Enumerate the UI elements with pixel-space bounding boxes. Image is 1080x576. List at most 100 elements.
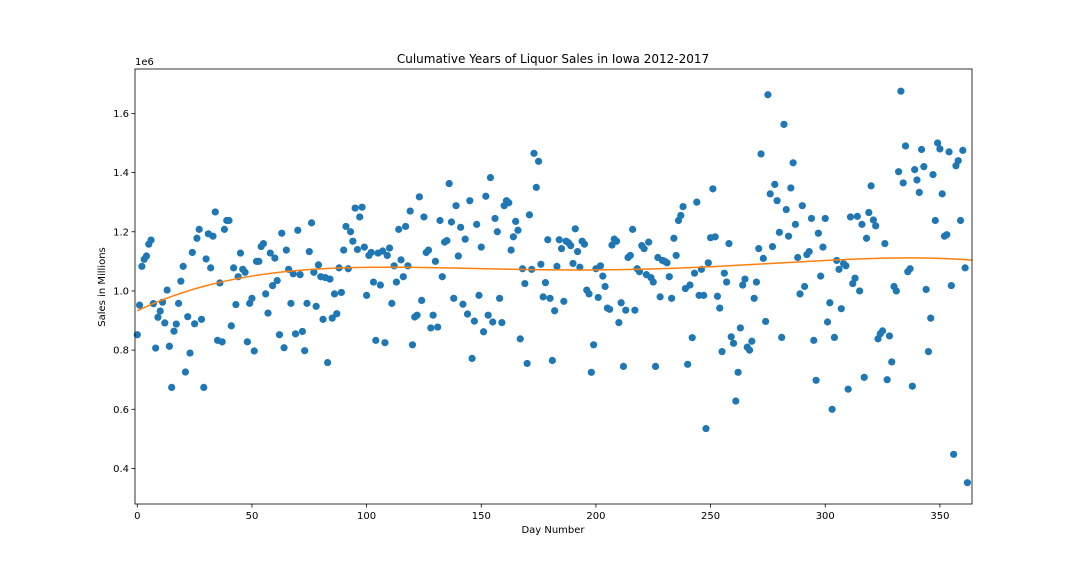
data-point <box>684 360 692 368</box>
data-point <box>291 330 300 338</box>
y-tick-label: 0.6 <box>113 405 129 416</box>
data-point <box>388 299 396 307</box>
data-point <box>963 479 972 487</box>
data-point <box>617 299 625 307</box>
data-point <box>452 202 460 210</box>
data-point <box>450 294 458 302</box>
data-point <box>789 159 797 167</box>
data-point <box>255 257 263 265</box>
x-tick-label: 100 <box>357 511 376 522</box>
data-point <box>200 383 208 392</box>
data-point <box>236 249 245 257</box>
x-axis-label: Day Number <box>521 525 585 536</box>
data-points <box>133 87 972 487</box>
data-point <box>385 244 394 252</box>
data-point <box>408 341 417 349</box>
data-point <box>326 275 334 283</box>
data-point <box>700 291 708 299</box>
data-point <box>496 294 504 302</box>
data-point <box>445 179 453 188</box>
data-point <box>312 302 320 310</box>
data-point <box>516 335 524 343</box>
data-point <box>211 208 219 216</box>
data-point <box>420 213 428 221</box>
data-point <box>193 234 201 242</box>
data-point <box>791 220 800 228</box>
data-point <box>482 192 490 200</box>
data-point <box>195 225 203 233</box>
data-point <box>821 214 829 223</box>
data-point <box>651 362 660 370</box>
data-point <box>881 239 889 248</box>
data-point <box>340 246 348 254</box>
y-tick-label: 0.8 <box>113 346 129 357</box>
data-point <box>844 385 852 393</box>
data-point <box>920 163 928 171</box>
data-point <box>168 383 176 392</box>
data-point <box>379 247 387 255</box>
data-point <box>656 293 664 301</box>
data-point <box>154 313 162 321</box>
data-point <box>358 203 366 211</box>
data-point <box>736 324 744 332</box>
data-point <box>266 249 274 257</box>
data-point <box>723 278 731 286</box>
data-point <box>686 281 694 289</box>
data-point <box>376 281 384 289</box>
x-tick-label: 0 <box>134 511 140 522</box>
data-point <box>509 233 517 241</box>
data-point <box>750 294 758 302</box>
data-point <box>537 260 545 268</box>
data-point <box>477 243 485 251</box>
y-tick-label: 0.4 <box>113 464 129 475</box>
data-point <box>748 337 756 345</box>
data-point <box>679 203 687 211</box>
data-point <box>133 331 141 339</box>
data-point <box>741 275 749 283</box>
data-point <box>720 269 728 277</box>
data-point <box>220 225 229 233</box>
data-point <box>406 207 414 215</box>
data-point <box>264 309 272 317</box>
data-point <box>626 251 634 260</box>
data-point <box>745 346 754 354</box>
data-point <box>693 198 701 206</box>
data-point <box>784 232 793 240</box>
data-point <box>718 348 726 356</box>
data-point <box>259 239 268 248</box>
data-point <box>268 282 277 290</box>
data-point <box>177 277 185 285</box>
data-point <box>209 232 217 240</box>
y-axis-ticks: 0.4 0.6 0.8 1.0 1.2 1.4 1.6 <box>113 109 135 475</box>
x-tick-label: 350 <box>930 511 949 522</box>
data-point <box>305 247 313 256</box>
data-point <box>858 220 866 228</box>
data-point <box>677 211 685 220</box>
data-point <box>138 262 146 270</box>
data-point <box>301 347 309 355</box>
data-point <box>170 327 178 335</box>
data-point <box>548 356 556 365</box>
data-point <box>709 185 717 193</box>
data-point <box>780 120 788 128</box>
data-point <box>787 184 795 192</box>
y-tick-label: 1.0 <box>113 286 129 297</box>
data-point <box>381 339 389 347</box>
data-point <box>250 347 258 355</box>
data-point <box>796 290 804 298</box>
data-point <box>475 291 483 299</box>
data-point <box>298 327 306 336</box>
data-point <box>814 229 822 237</box>
data-point <box>759 254 767 262</box>
data-point <box>553 262 561 270</box>
data-point <box>186 349 194 357</box>
data-point <box>856 287 864 295</box>
data-point <box>310 268 318 276</box>
data-point <box>762 317 770 326</box>
data-point <box>273 276 281 285</box>
data-point <box>775 228 783 236</box>
data-point <box>835 265 843 273</box>
data-point <box>576 263 584 271</box>
data-point <box>585 290 593 298</box>
